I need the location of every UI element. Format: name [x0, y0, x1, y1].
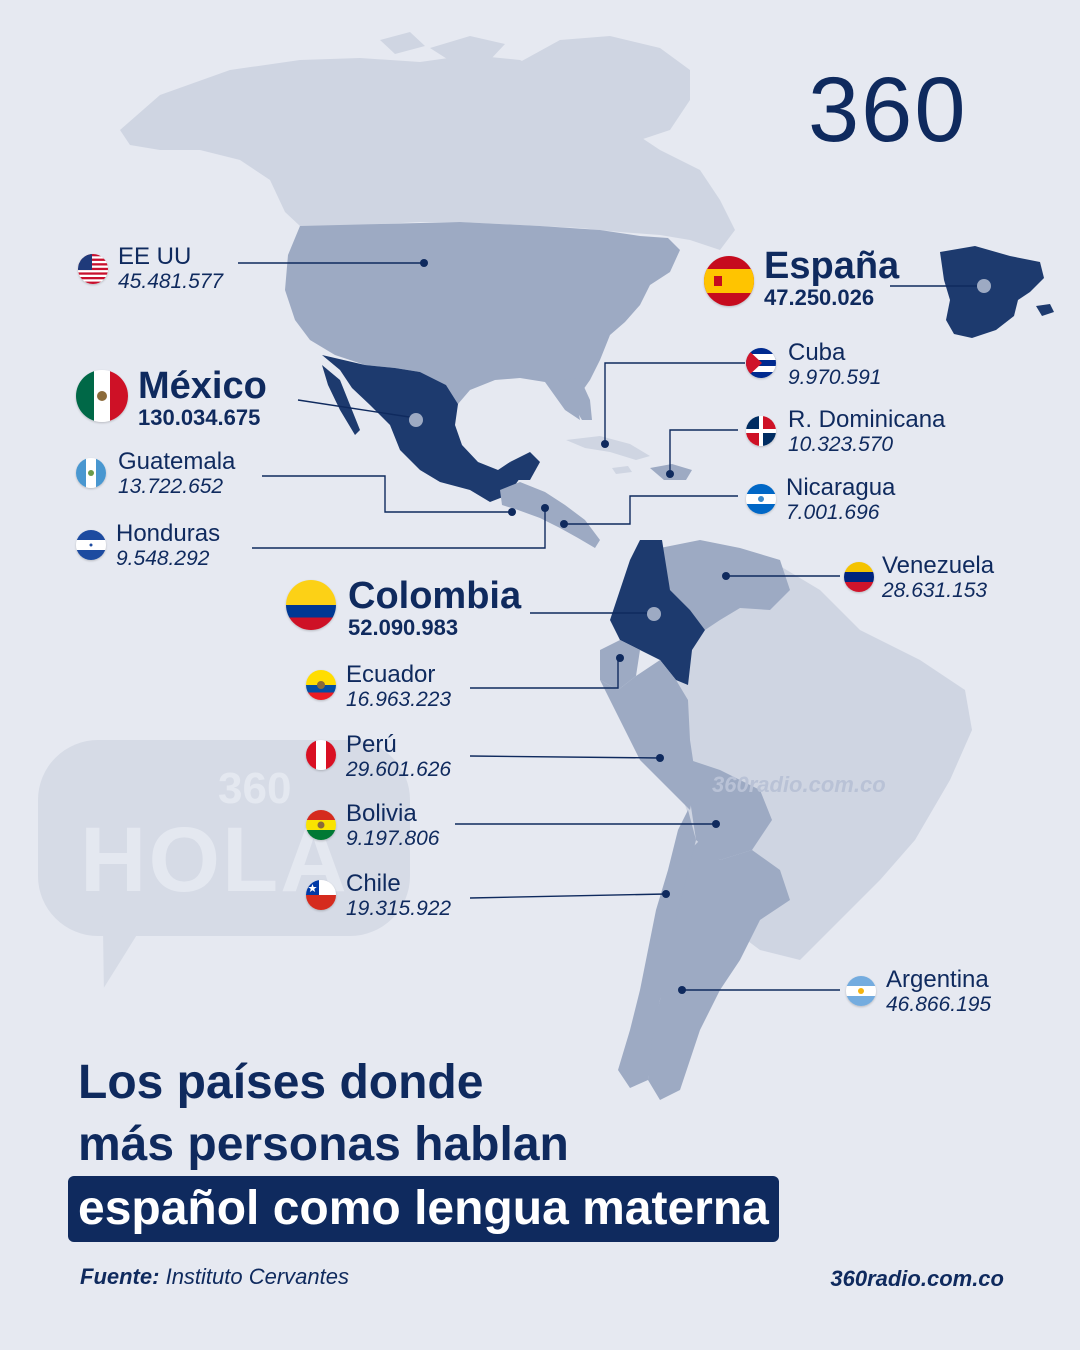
spain-landmass [940, 246, 1044, 338]
country-name: Ecuador [346, 661, 436, 688]
country-name: Perú [346, 731, 397, 758]
cuba-island [566, 436, 650, 460]
nicaragua-flag-icon [746, 484, 776, 514]
label-argentina: Argentina 46.866.195 [886, 967, 991, 1017]
jamaica-island [612, 466, 632, 474]
guatemala-flag-icon [76, 458, 106, 488]
country-value: 130.034.675 [138, 405, 261, 430]
country-value: 10.323.570 [788, 433, 894, 456]
country-name: Colombia [348, 575, 522, 617]
canada-landmass [120, 55, 735, 250]
headline-line-1: Los países donde [78, 1056, 484, 1109]
leader-lines [238, 262, 984, 991]
venezuela-landmass [660, 540, 790, 630]
country-name: Argentina [886, 966, 989, 993]
peru-flag-icon [306, 740, 336, 770]
bolivia-landmass [690, 760, 772, 860]
balearic-islands [1036, 304, 1054, 316]
country-name: Venezuela [882, 552, 995, 579]
country-value: 9.197.806 [346, 827, 440, 850]
brand-logo: 360 [808, 59, 968, 161]
us-flag-icon [78, 254, 108, 284]
country-value: 13.722.652 [118, 475, 224, 498]
honduras-flag-icon [76, 530, 106, 560]
florida-landmass [560, 378, 592, 420]
label-rdominicana: R. Dominicana 10.323.570 [788, 407, 945, 457]
headline: Los países donde más personas hablan esp… [68, 1052, 779, 1242]
country-name: México [138, 365, 267, 407]
website-link[interactable]: 360radio.com.co [830, 1266, 1004, 1291]
label-espana: España 47.250.026 [764, 246, 899, 310]
label-honduras: Honduras 9.548.292 [116, 521, 220, 571]
cuba-flag-icon [746, 348, 776, 378]
country-name: Bolivia [346, 800, 417, 827]
bubble-hola-text: HOLA [80, 809, 349, 911]
label-colombia: Colombia 52.090.983 [348, 576, 521, 640]
country-value: 9.548.292 [116, 547, 210, 570]
label-bolivia: Bolivia 9.197.806 [346, 801, 439, 851]
label-cuba: Cuba 9.970.591 [788, 340, 881, 390]
country-name: España [764, 245, 900, 287]
country-name: R. Dominicana [788, 406, 946, 433]
label-eeuu: EE UU 45.481.577 [118, 244, 223, 294]
country-name: Nicaragua [786, 474, 896, 501]
country-name: Chile [346, 870, 401, 897]
mexico-landmass [322, 355, 520, 502]
source-text: Instituto Cervantes [165, 1264, 350, 1289]
background-speech-bubble [38, 740, 410, 936]
country-name: Honduras [116, 520, 221, 547]
label-mexico: México 130.034.675 [138, 366, 267, 430]
country-value: 29.601.626 [346, 758, 452, 781]
usa-landmass [285, 222, 680, 420]
label-venezuela: Venezuela 28.631.153 [882, 553, 994, 603]
label-ecuador: Ecuador 16.963.223 [346, 662, 451, 712]
headline-line-2: más personas hablan [78, 1118, 569, 1171]
country-name: Cuba [788, 339, 846, 366]
country-name: Guatemala [118, 448, 236, 475]
peru-landmass [600, 660, 696, 810]
mexico-flag-icon [76, 370, 128, 422]
chile-flag-icon [306, 880, 336, 910]
country-value: 16.963.223 [346, 688, 452, 711]
label-chile: Chile 19.315.922 [346, 871, 451, 921]
country-value: 45.481.577 [118, 270, 224, 293]
ecuador-landmass [600, 640, 640, 690]
country-value: 47.250.026 [764, 285, 875, 310]
map-watermark: 360radio.com.co [712, 772, 886, 797]
headline-highlight: español como lengua materna [68, 1176, 779, 1242]
greenland-landmass [520, 36, 690, 140]
country-value: 9.970.591 [788, 366, 882, 389]
arctic-islands [380, 32, 505, 64]
country-value: 7.001.696 [786, 501, 880, 524]
map-markers [409, 259, 991, 994]
country-value: 52.090.983 [348, 615, 459, 640]
spain-flag-icon [704, 256, 754, 306]
bubble-logo-text: 360 [218, 764, 292, 813]
country-value: 19.315.922 [346, 897, 452, 920]
chile-landmass [618, 810, 696, 1088]
label-nicaragua: Nicaragua 7.001.696 [786, 475, 895, 525]
argentina-flag-icon [846, 976, 876, 1006]
central-america-landmass [500, 482, 600, 548]
venezuela-flag-icon [844, 562, 874, 592]
country-name: EE UU [118, 243, 192, 270]
argentina-landmass [648, 840, 790, 1100]
dominican-republic-flag-icon [746, 416, 776, 446]
label-peru: Perú 29.601.626 [346, 732, 451, 782]
source-note: Fuente: Instituto Cervantes [80, 1264, 349, 1290]
yucatan-landmass [510, 452, 540, 480]
colombia-flag-icon [286, 580, 336, 630]
ecuador-flag-icon [306, 670, 336, 700]
source-label: Fuente: [80, 1264, 160, 1289]
bolivia-flag-icon [306, 810, 336, 840]
label-guatemala: Guatemala 13.722.652 [118, 449, 235, 499]
country-value: 28.631.153 [882, 579, 988, 602]
country-value: 46.866.195 [886, 993, 992, 1016]
